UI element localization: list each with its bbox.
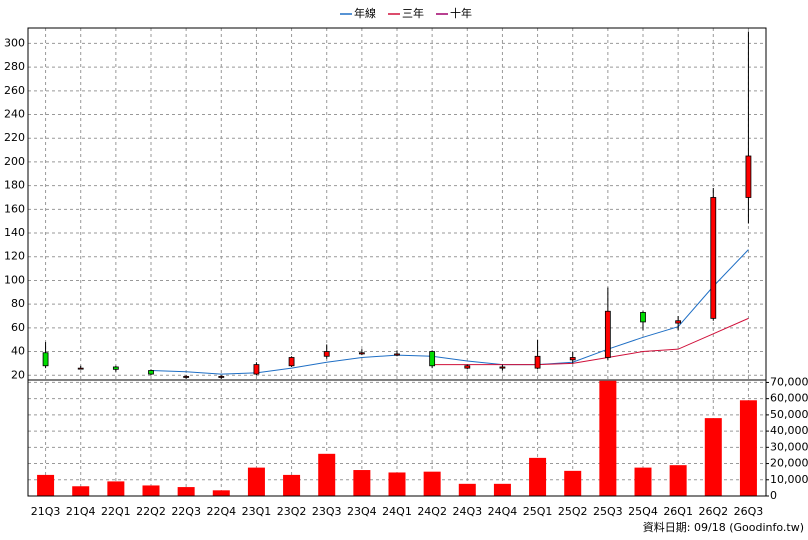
volume-bar [107, 481, 125, 496]
legend-label: 十年 [450, 6, 472, 20]
volume-bar [669, 465, 687, 496]
volume-bar [212, 490, 230, 496]
volume-bar [318, 453, 336, 496]
candle-body [464, 365, 471, 369]
x-tick-label: 21Q4 [66, 505, 96, 518]
line-series [432, 317, 749, 366]
x-tick-label: 22Q2 [136, 505, 166, 518]
volume-bar [142, 485, 160, 496]
legend-label: 三年 [402, 6, 424, 20]
candle-body [675, 320, 682, 324]
volume-bar [529, 457, 547, 496]
x-tick-label: 25Q3 [593, 505, 623, 518]
x-tick-label: 24Q1 [382, 505, 412, 518]
candle-body [183, 376, 190, 378]
y-tick-label: 280 [4, 60, 25, 73]
candle-body [745, 155, 752, 198]
candle-body [323, 351, 330, 357]
x-tick-label: 25Q2 [558, 505, 588, 518]
x-tick-label: 21Q3 [31, 505, 61, 518]
y-tick-label: 160 [4, 202, 25, 215]
volume-bar [564, 470, 582, 496]
volume-bar [634, 467, 652, 496]
y-tick-label: 200 [4, 155, 25, 168]
volume-bar [177, 487, 195, 496]
y2-tick-label: 60,000 [770, 392, 808, 405]
volume-bar [423, 471, 441, 496]
x-tick-label: 26Q2 [698, 505, 728, 518]
volume-bar [37, 474, 55, 496]
volume-bar [247, 467, 265, 496]
volume-bar [739, 400, 757, 496]
candle-body [148, 370, 154, 375]
candle-body [77, 367, 84, 370]
x-tick-label: 24Q2 [417, 505, 447, 518]
x-tick-label: 22Q3 [171, 505, 201, 518]
x-tick-label: 25Q4 [628, 505, 658, 518]
x-tick-label: 26Q1 [663, 505, 693, 518]
candle-body [218, 376, 225, 378]
x-tick-label: 26Q3 [734, 505, 764, 518]
candle-body [710, 197, 717, 319]
y-tick-label: 80 [11, 297, 25, 310]
x-tick-label: 22Q4 [206, 505, 236, 518]
y2-tick-label: 70,000 [770, 375, 808, 388]
source-note: 資料日期: 09/18 (Goodinfo.tw) [643, 520, 804, 534]
candle-body [288, 357, 295, 367]
volume-bar [704, 418, 722, 496]
y2-tick-label: 40,000 [770, 424, 808, 437]
legend-label: 年線 [354, 6, 376, 20]
y-tick-label: 180 [4, 179, 25, 192]
volume-bar [599, 380, 617, 496]
volume-bar [72, 486, 90, 496]
candle-body [358, 352, 365, 355]
candle-body [499, 366, 506, 369]
y2-tick-label: 20,000 [770, 457, 808, 470]
y2-tick-label: 30,000 [770, 440, 808, 453]
y2-tick-label: 50,000 [770, 408, 808, 421]
y-tick-label: 40 [11, 345, 25, 358]
y-tick-label: 20 [11, 368, 25, 381]
candle-body [42, 352, 49, 367]
candle-body [569, 357, 576, 361]
volume-frame [27, 379, 767, 497]
volume-bar [283, 474, 301, 496]
x-tick-label: 23Q3 [312, 505, 342, 518]
candle-body [429, 351, 436, 367]
candle-body [604, 310, 611, 358]
x-tick-label: 23Q1 [242, 505, 272, 518]
volume-bar [493, 483, 511, 496]
candle-body [394, 353, 400, 356]
y2-tick-label: 0 [770, 489, 777, 502]
x-tick-label: 23Q2 [277, 505, 307, 518]
y-tick-label: 100 [4, 273, 25, 286]
x-tick-label: 22Q1 [101, 505, 131, 518]
y-tick-label: 260 [4, 84, 25, 97]
y-tick-label: 60 [11, 321, 25, 334]
candle-body [640, 312, 646, 323]
x-tick-label: 23Q4 [347, 505, 377, 518]
candle-body [534, 355, 541, 369]
x-tick-label: 25Q1 [523, 505, 553, 518]
candle-body [253, 364, 260, 375]
y-tick-label: 120 [4, 250, 25, 263]
volume-bar [388, 472, 406, 496]
candle-body [112, 366, 119, 370]
y-tick-label: 140 [4, 226, 25, 239]
y2-tick-label: 10,000 [770, 473, 808, 486]
x-tick-label: 24Q3 [452, 505, 482, 518]
x-tick-label: 24Q4 [488, 505, 518, 518]
volume-bar [353, 470, 371, 496]
y-tick-label: 240 [4, 108, 25, 121]
line-series [150, 249, 749, 375]
y-tick-label: 300 [4, 36, 25, 49]
volume-bar [458, 483, 476, 496]
y-tick-label: 220 [4, 131, 25, 144]
